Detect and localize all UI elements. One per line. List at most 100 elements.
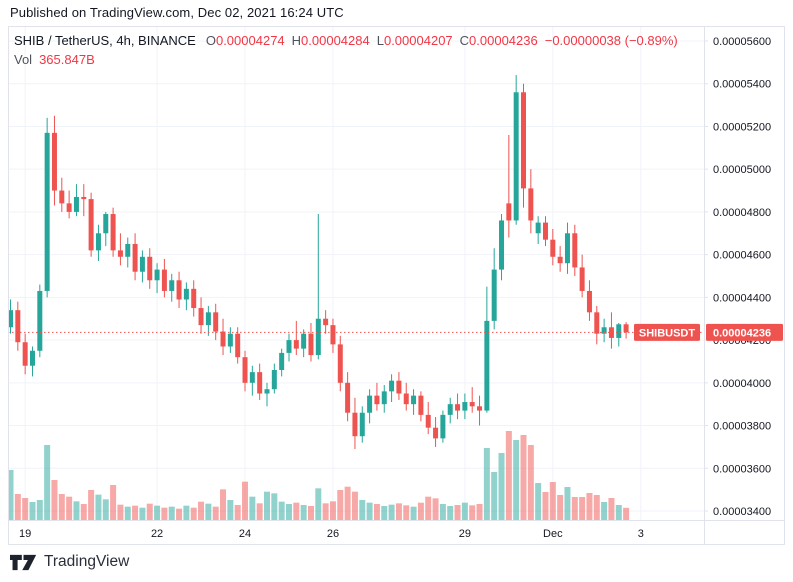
price-axis[interactable]: 0.00003400 0.00003600 0.00003800 0.00004000… xyxy=(704,36,771,518)
volume-bar xyxy=(329,501,336,520)
candle-body xyxy=(293,340,299,349)
candle-body xyxy=(8,310,13,328)
volume-bar xyxy=(154,505,161,520)
candle-body xyxy=(616,324,622,338)
volume-bar xyxy=(417,502,424,520)
price-axis-label: 0.00005200 xyxy=(713,121,771,133)
volume-bar xyxy=(366,502,373,520)
volume-bar xyxy=(14,494,21,520)
price-axis-label: 0.00003800 xyxy=(713,421,771,433)
volume-bar xyxy=(373,504,380,520)
last-price-badge[interactable]: 0.00004236 xyxy=(706,323,783,341)
candle-body xyxy=(586,290,592,313)
volume-bar xyxy=(564,487,571,520)
candle-body xyxy=(51,132,57,191)
volume-bar xyxy=(220,489,227,520)
candle-body xyxy=(315,318,321,356)
price-chart[interactable]: 0.00003400 0.00003600 0.00003800 0.00004000… xyxy=(8,26,785,545)
candle-body xyxy=(557,256,563,264)
candle-body xyxy=(403,393,409,405)
volume-bar xyxy=(198,501,205,520)
volume-bar xyxy=(22,498,29,520)
candle-body xyxy=(161,269,167,291)
volume-bar xyxy=(168,506,175,520)
time-axis-label: 29 xyxy=(459,528,471,540)
volume-bar xyxy=(322,503,329,520)
candle-body xyxy=(491,269,497,321)
candle-body xyxy=(337,344,343,383)
candle-body xyxy=(608,327,614,338)
volume-bar xyxy=(234,505,241,520)
volume-bar xyxy=(513,440,520,520)
volume-bar xyxy=(8,470,14,520)
candle-body xyxy=(29,350,35,366)
candle-body xyxy=(227,333,233,347)
volume-bar xyxy=(425,496,432,520)
candle-body xyxy=(535,222,541,234)
candle-body xyxy=(205,312,211,326)
volume-bar xyxy=(403,505,410,520)
volume-bar xyxy=(498,453,505,520)
volume-bar xyxy=(388,504,395,520)
candle-body xyxy=(103,214,109,234)
volume-bar xyxy=(579,497,586,520)
volume-bar xyxy=(608,498,615,520)
tradingview-logo-icon xyxy=(10,554,37,570)
price-axis-label: 0.00004000 xyxy=(713,378,771,390)
volume-bar xyxy=(527,445,534,520)
volume-bar xyxy=(351,491,358,520)
volume-bar xyxy=(139,507,146,520)
volume-bar xyxy=(51,480,58,520)
volume-bar xyxy=(205,503,212,520)
volume-bar xyxy=(36,500,43,520)
volume-bar xyxy=(183,505,190,520)
candle-body xyxy=(176,280,182,300)
volume-bar xyxy=(535,483,542,520)
chart-card: 0.00003400 0.00003600 0.00003800 0.00004000… xyxy=(8,26,785,545)
candle-body xyxy=(264,389,270,394)
volume-bar xyxy=(476,504,483,520)
volume-bar xyxy=(110,485,117,520)
published-text: Published on TradingView.com, Dec 02, 20… xyxy=(10,5,344,20)
chart-border xyxy=(8,26,785,545)
time-axis[interactable]: 19 22 24 26 29 Dec 3 xyxy=(19,528,644,540)
candle-body xyxy=(257,372,263,394)
candle-body xyxy=(440,414,446,439)
candle-body xyxy=(323,318,329,326)
candle-body xyxy=(425,414,431,428)
candle-body xyxy=(81,196,87,200)
candle-body xyxy=(286,340,292,353)
volume-bar xyxy=(491,472,498,520)
candle-body xyxy=(506,203,512,221)
price-axis-label: 0.00005600 xyxy=(713,36,771,48)
time-axis-label: 22 xyxy=(151,528,163,540)
candle-body xyxy=(279,352,285,370)
candle-body xyxy=(579,267,585,291)
candle-body xyxy=(59,190,65,204)
symbol-badge[interactable]: SHIBUSDT xyxy=(634,323,700,341)
candles-layer xyxy=(8,75,629,450)
price-axis-label: 0.00004800 xyxy=(713,207,771,219)
volume-bar xyxy=(80,504,87,520)
candle-body xyxy=(37,290,43,351)
volume-bar xyxy=(285,504,292,520)
volume-bar xyxy=(271,493,278,520)
volume-bar xyxy=(124,506,131,520)
volume-bar xyxy=(264,491,271,520)
candle-body xyxy=(550,239,556,257)
published-bar: Published on TradingView.com, Dec 02, 20… xyxy=(10,5,344,23)
symbol-badge-text: SHIBUSDT xyxy=(639,327,696,339)
candle-body xyxy=(484,320,490,411)
price-axis-label: 0.00003600 xyxy=(713,463,771,475)
time-axis-label: 26 xyxy=(327,528,339,540)
last-price-badge-text: 0.00004236 xyxy=(713,327,771,339)
candle-body xyxy=(330,325,336,345)
candle-body xyxy=(447,404,453,415)
volume-bar xyxy=(557,495,564,520)
time-axis-label: 3 xyxy=(638,528,644,540)
volume-bar xyxy=(132,505,139,520)
volume-bar xyxy=(66,496,73,520)
footer-brand[interactable]: TradingView xyxy=(10,551,129,573)
volume-bar xyxy=(381,506,388,520)
candle-body xyxy=(183,288,189,300)
